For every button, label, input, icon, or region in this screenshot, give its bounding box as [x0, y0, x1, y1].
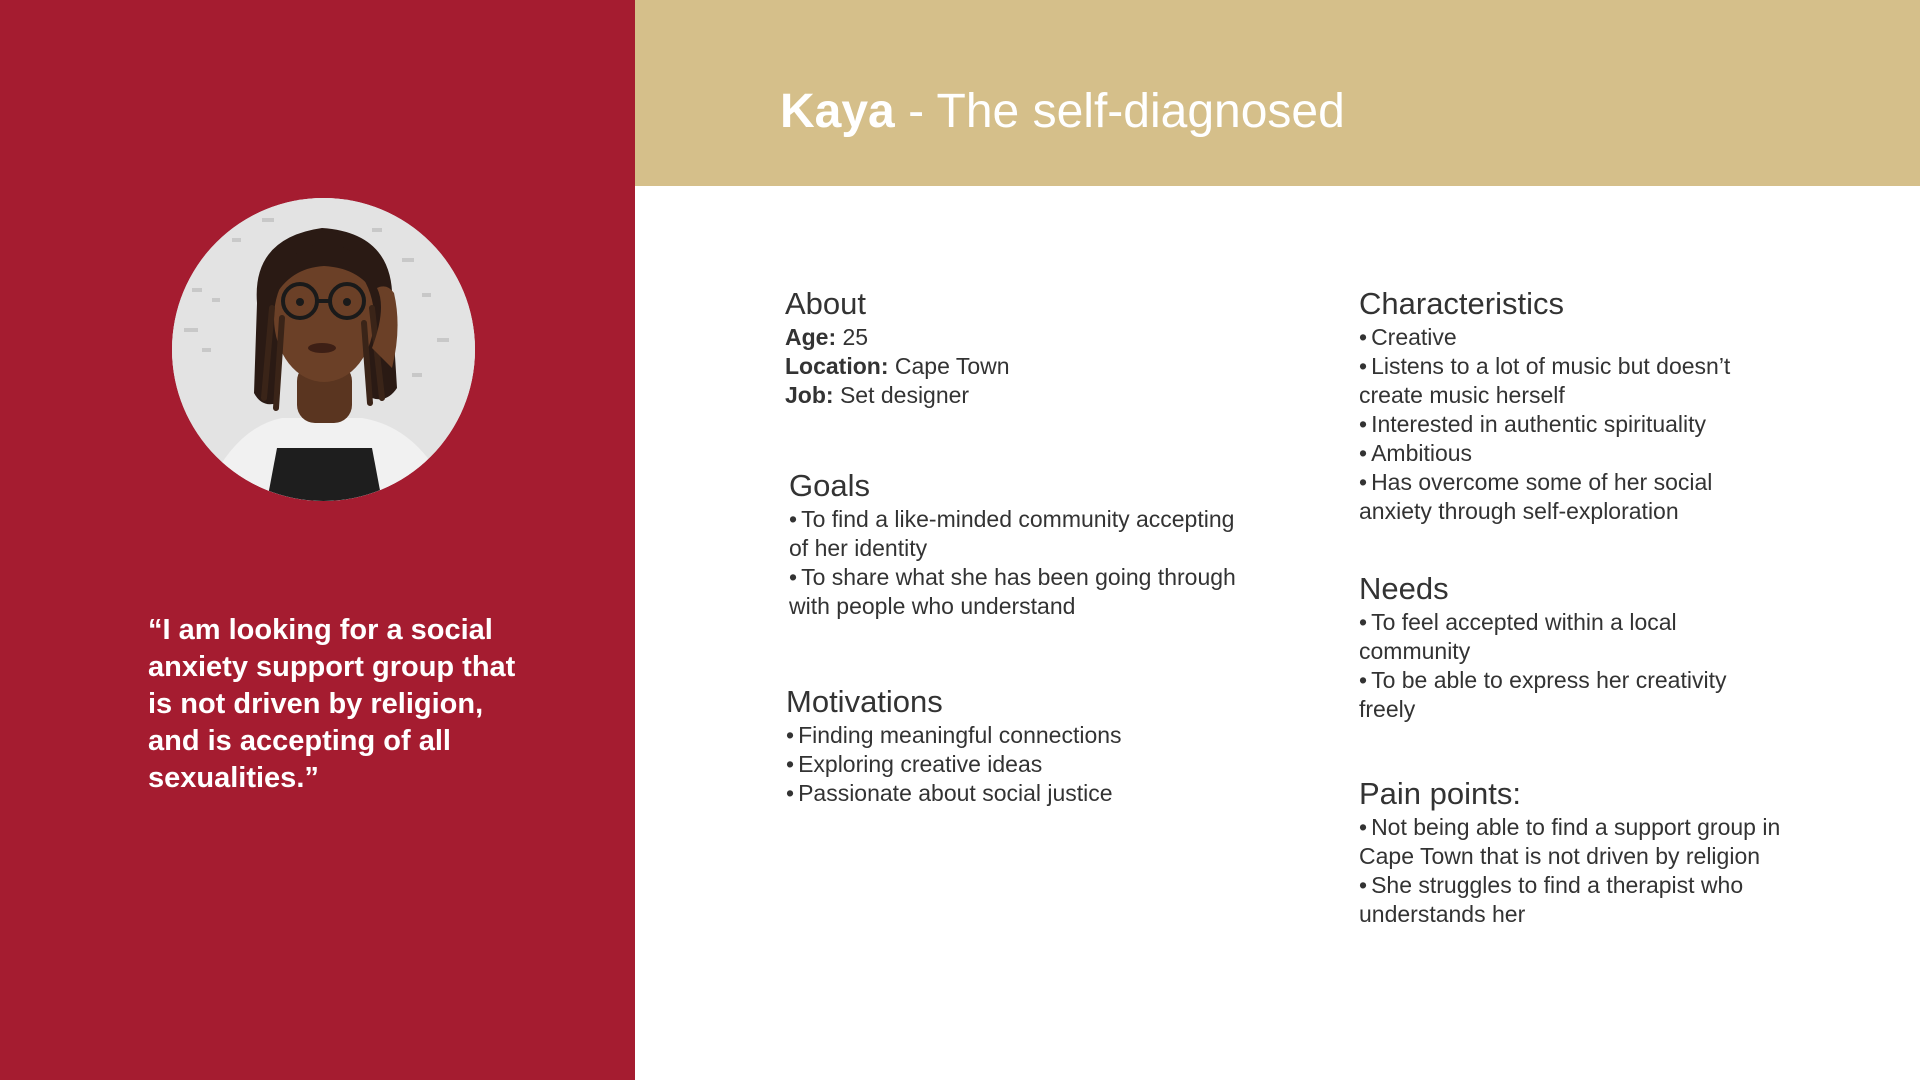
pain-point-item: • Not being able to find a support group … [1359, 813, 1789, 871]
characteristic-item: • Listens to a lot of music but doesn’t c… [1359, 352, 1789, 410]
job-row: Job: Set designer [785, 381, 1265, 410]
motivation-item: • Exploring creative ideas [786, 750, 1246, 779]
bullet: • [1359, 411, 1368, 437]
characteristic-text: Listens to a lot of music but doesn’t cr… [1359, 353, 1731, 408]
motivation-text: Exploring creative ideas [798, 751, 1043, 777]
goals-list: • To find a like-minded community accepti… [789, 505, 1239, 621]
portrait-illustration [172, 198, 475, 501]
persona-tagline: - The self-diagnosed [894, 85, 1345, 138]
about-section: About Age: 25 Location: Cape Town Job: S… [785, 285, 1265, 410]
motivations-heading: Motivations [786, 684, 943, 719]
motivation-item: • Passionate about social justice [786, 779, 1246, 808]
job-label: Job: [785, 382, 834, 408]
bullet: • [1359, 440, 1368, 466]
characteristic-text: Has overcome some of her social anxiety … [1359, 469, 1713, 524]
job-value: Set designer [833, 382, 970, 408]
goals-heading: Goals [789, 468, 870, 503]
characteristic-item: • Has overcome some of her social anxiety… [1359, 468, 1789, 526]
about-heading: About [785, 286, 867, 321]
needs-section: Needs • To feel accepted within a local c… [1359, 570, 1779, 724]
characteristic-text: Interested in authentic spirituality [1371, 411, 1707, 437]
age-label: Age: [785, 324, 837, 350]
bullet: • [1359, 324, 1368, 350]
characteristic-item: • Ambitious [1359, 439, 1789, 468]
bullet: • [1359, 814, 1368, 840]
persona-quote: “I am looking for a social anxiety suppo… [148, 614, 516, 794]
characteristics-list: • Creative • Listens to a lot of music but… [1359, 323, 1789, 526]
bullet: • [789, 564, 798, 590]
bullet: • [789, 506, 798, 532]
motivation-text: Finding meaningful connections [798, 722, 1122, 748]
header-band [635, 0, 1920, 186]
goal-text: To find a like-minded community acceptin… [789, 506, 1235, 561]
characteristic-text: Creative [1371, 324, 1457, 350]
age-value: 25 [836, 324, 869, 350]
need-item: • To feel accepted within a local communi… [1359, 608, 1779, 666]
location-label: Location: [785, 353, 889, 379]
pain-points-section: Pain points: • Not being able to find a s… [1359, 775, 1789, 929]
pain-points-list: • Not being able to find a support group … [1359, 813, 1789, 929]
characteristics-heading: Characteristics [1359, 286, 1564, 321]
page-title: Kaya - The self-diagnosed [780, 80, 1345, 144]
needs-heading: Needs [1359, 571, 1449, 606]
characteristic-item: • Interested in authentic spirituality [1359, 410, 1789, 439]
motivations-section: Motivations • Finding meaningful connecti… [786, 683, 1246, 808]
bullet: • [786, 722, 795, 748]
persona-name: Kaya [780, 85, 895, 138]
age-row: Age: 25 [785, 323, 1265, 352]
goal-text: To share what she has been going through… [789, 564, 1236, 619]
need-text: To be able to express her creativity fre… [1359, 667, 1727, 722]
characteristic-text: Ambitious [1371, 440, 1473, 466]
location-row: Location: Cape Town [785, 352, 1265, 381]
bullet: • [1359, 667, 1368, 693]
persona-photo [172, 198, 475, 501]
characteristic-item: • Creative [1359, 323, 1789, 352]
pain-points-heading: Pain points: [1359, 776, 1521, 811]
goals-section: Goals • To find a like-minded community a… [789, 467, 1239, 621]
pain-point-text: Not being able to find a support group i… [1359, 814, 1781, 869]
left-panel: “I am looking for a social anxiety suppo… [0, 0, 635, 1080]
bullet: • [1359, 872, 1368, 898]
motivation-text: Passionate about social justice [798, 780, 1113, 806]
location-value: Cape Town [888, 353, 1010, 379]
motivations-list: • Finding meaningful connections • Explori… [786, 721, 1246, 808]
motivation-item: • Finding meaningful connections [786, 721, 1246, 750]
pain-point-item: • She struggles to find a therapist who u… [1359, 871, 1789, 929]
characteristics-section: Characteristics • Creative • Listens to a … [1359, 285, 1789, 526]
need-item: • To be able to express her creativity fr… [1359, 666, 1779, 724]
goal-item: • To share what she has been going throug… [789, 563, 1239, 621]
bullet: • [786, 780, 795, 806]
need-text: To feel accepted within a local communit… [1359, 609, 1677, 664]
bullet: • [1359, 353, 1368, 379]
needs-list: • To feel accepted within a local communi… [1359, 608, 1779, 724]
goal-item: • To find a like-minded community accepti… [789, 505, 1239, 563]
bullet: • [786, 751, 795, 777]
bullet: • [1359, 609, 1368, 635]
bullet: • [1359, 469, 1368, 495]
pain-point-text: She struggles to find a therapist who un… [1359, 872, 1744, 927]
